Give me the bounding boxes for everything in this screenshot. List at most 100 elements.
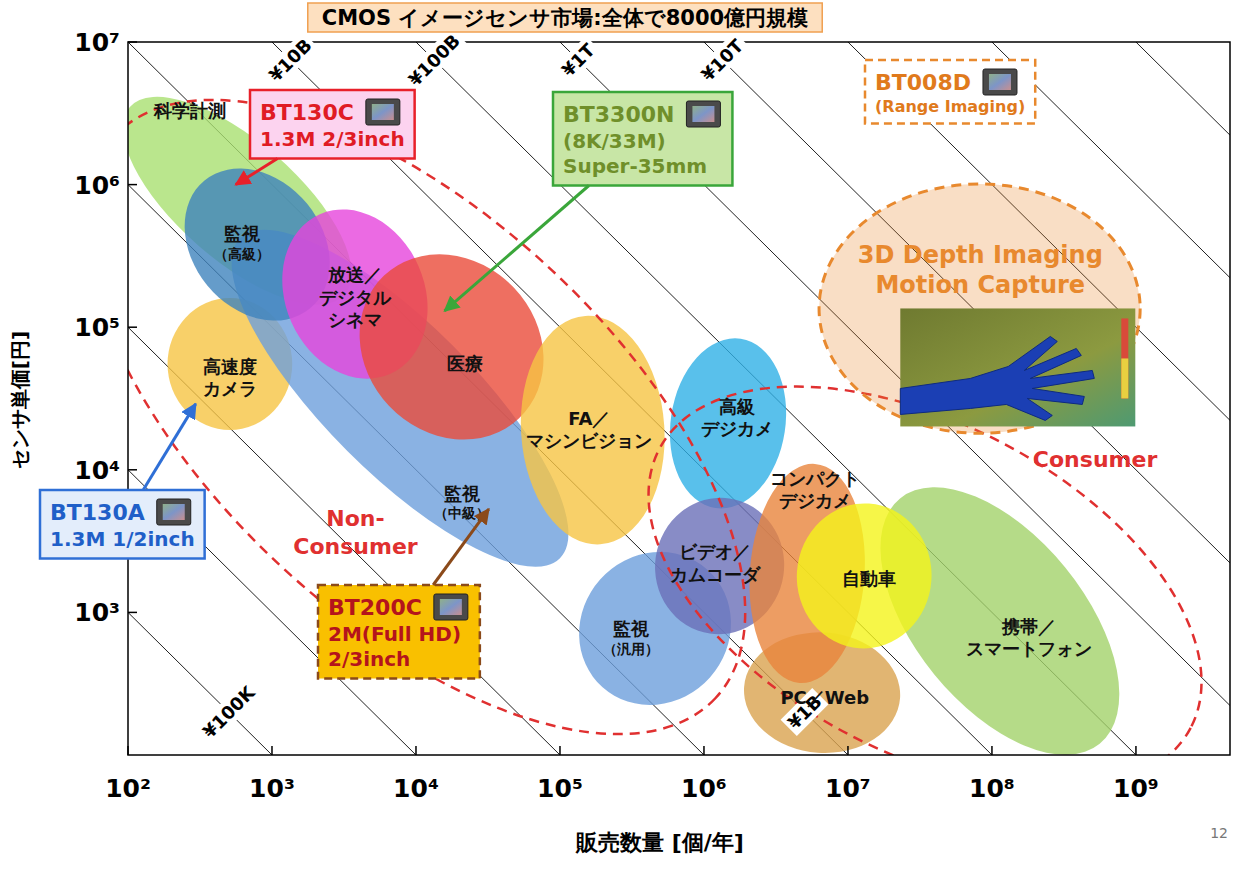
region-label: スマートフォン xyxy=(966,638,1092,659)
iso-revenue-line xyxy=(128,42,1230,755)
chip-icon xyxy=(157,499,191,525)
iso-label-background xyxy=(694,32,750,88)
callout-text: 2M(Full HD) xyxy=(328,622,461,646)
iso-label-background xyxy=(196,678,263,745)
depth-image xyxy=(900,308,1135,426)
iso-revenue-line xyxy=(128,42,1230,563)
chip-icon-die xyxy=(692,106,714,122)
depth-image-ground xyxy=(900,308,1135,426)
region-label: Consumer xyxy=(293,534,418,559)
callout-box xyxy=(250,90,415,159)
callout: BT008D(Range Imaging) xyxy=(865,60,1035,124)
callout: BT200C2M(Full HD)2/3inch xyxy=(318,509,489,678)
x-tick-label: 10³ xyxy=(249,774,295,803)
x-tick-label: 10⁸ xyxy=(969,774,1015,803)
iso-revenue-line xyxy=(128,42,1230,755)
iso-label: ¥1T xyxy=(555,36,602,83)
page-number: 12 xyxy=(1210,825,1228,841)
callout-text: 1.3M 2/3inch xyxy=(260,127,405,151)
x-tick-label: 10⁷ xyxy=(825,774,871,803)
x-tick-label: 10⁹ xyxy=(1113,774,1159,803)
title-group: CMOS イメージセンサ市場:全体で8000億円規模 xyxy=(308,3,822,32)
iso-label-background xyxy=(401,27,467,93)
region-label: （高級） xyxy=(214,246,270,262)
x-tick xyxy=(415,746,417,755)
iso-label-text: ¥10B xyxy=(265,34,316,85)
callout-arrow xyxy=(445,186,589,311)
title-box xyxy=(308,3,822,32)
chip-icon xyxy=(983,69,1017,95)
x-tick-label: 10⁶ xyxy=(681,774,727,803)
callout: BT130A1.3M 1/2inch xyxy=(40,404,205,559)
callout-text: BT3300N xyxy=(563,102,674,127)
callout-text: (8K/33M) xyxy=(563,129,666,153)
x-tick xyxy=(991,746,993,755)
region-label: ビデオ／ xyxy=(679,541,751,562)
chip-icon-die xyxy=(440,599,462,615)
region-label: PC／Web xyxy=(780,687,869,708)
x-tick-label: 10² xyxy=(105,774,151,803)
callout-text: 2/3inch xyxy=(328,647,410,671)
iso-label: ¥10T xyxy=(694,32,750,88)
region-label: デジカメ xyxy=(701,418,773,439)
region-label: 高級 xyxy=(719,396,755,417)
callout-text: Super-35mm xyxy=(563,154,707,178)
iso-label: ¥100K xyxy=(196,678,263,745)
y-tick xyxy=(128,184,137,186)
region-label: 高速度 xyxy=(203,356,257,377)
region-label: デジカメ xyxy=(779,490,851,511)
region-label: 携帯／ xyxy=(1001,616,1056,637)
chip-icon xyxy=(686,101,720,127)
iso-label-text: ¥100K xyxy=(199,681,260,742)
chip-icon-die xyxy=(989,74,1011,90)
chip-icon xyxy=(434,594,468,620)
region-label: Non- xyxy=(326,506,384,531)
iso-label-text: ¥1T xyxy=(558,39,600,81)
callout-arrow xyxy=(236,159,278,185)
region-labels: 科学計測高速度カメラ監視（中級）監視（汎用）監視（高級）放送／デジタルシネマ医療… xyxy=(153,100,1157,709)
x-axis-title: 販売数量 [個/年] xyxy=(575,830,744,855)
region-label: マシンビジョン xyxy=(526,430,652,451)
region-label: Motion Capture xyxy=(875,271,1085,299)
region-label: カメラ xyxy=(203,378,257,399)
chart-root: 10²10³10⁴10⁵10⁶10⁷10⁸10⁹10³10⁴10⁵10⁶10⁷販… xyxy=(0,0,1237,877)
y-tick-label: 10³ xyxy=(74,598,120,627)
iso-labels: ¥100K¥1B¥10B¥100B¥1T¥10T xyxy=(196,27,829,745)
region-label: コンパクト xyxy=(770,468,860,489)
y-tick-label: 10⁵ xyxy=(74,313,120,342)
market-region xyxy=(583,303,1230,755)
callout: BT3300N(8K/33M)Super-35mm xyxy=(445,92,733,311)
callout-box xyxy=(318,585,480,679)
iso-revenue-line xyxy=(128,42,1230,755)
iso-revenue-line xyxy=(128,185,1230,755)
x-tick xyxy=(703,746,705,755)
region-label: Consumer xyxy=(1033,447,1158,472)
depth-image-scale xyxy=(1121,318,1128,398)
chip-icon-die xyxy=(163,504,185,520)
callout: BT130C1.3M 2/3inch xyxy=(236,90,415,185)
iso-label-background xyxy=(262,32,319,89)
region-label: 監視 xyxy=(613,618,649,639)
y-tick-label: 10⁶ xyxy=(74,171,120,200)
chart-title: CMOS イメージセンサ市場:全体で8000億円規模 xyxy=(322,6,808,30)
x-tick xyxy=(847,746,849,755)
region-label: デジタル xyxy=(319,287,392,308)
region-label: シネマ xyxy=(328,309,382,330)
callout-arrow xyxy=(143,404,195,490)
market-region xyxy=(792,499,936,653)
region-label: 自動車 xyxy=(842,568,896,589)
y-tick-label: 10⁷ xyxy=(74,28,120,57)
callout-text: BT130A xyxy=(50,500,145,525)
x-tick xyxy=(271,746,273,755)
region-label: 科学計測 xyxy=(153,100,226,121)
market-region xyxy=(514,311,672,549)
iso-label-text: ¥100B xyxy=(404,30,464,90)
region-label: 監視 xyxy=(444,483,480,504)
x-tick xyxy=(127,746,129,755)
x-tick-label: 10⁴ xyxy=(393,774,439,803)
callout-box xyxy=(553,92,732,186)
y-tick xyxy=(128,326,137,328)
depth-image-hand xyxy=(900,336,1094,420)
y-tick-label: 10⁴ xyxy=(74,456,120,485)
x-tick xyxy=(559,746,561,755)
